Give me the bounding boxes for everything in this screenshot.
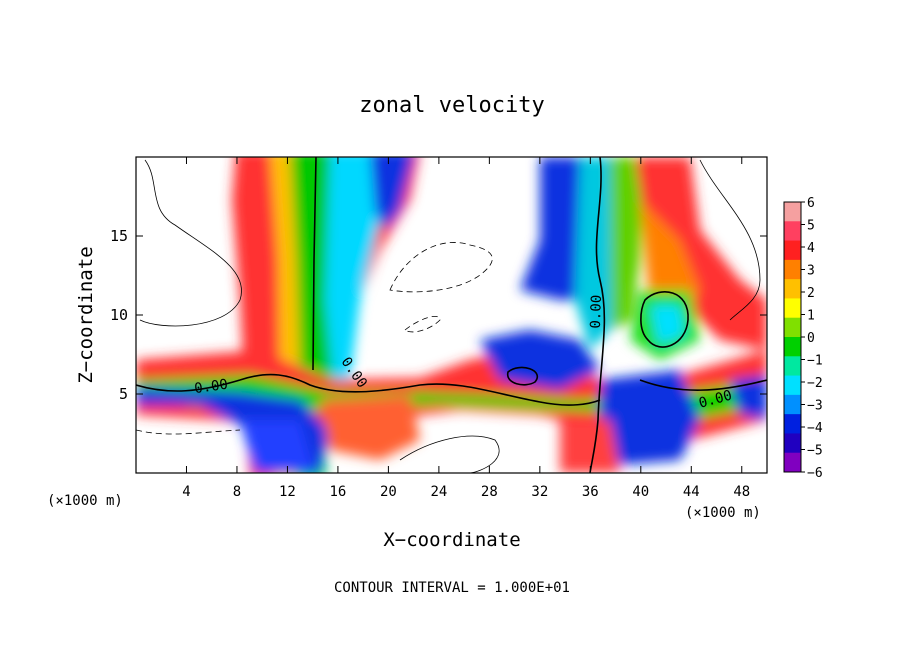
y-axis-label: Z−coordinate — [75, 246, 97, 383]
x-tick-label: 48 — [733, 484, 750, 500]
contour-label: 0.00 — [588, 295, 605, 329]
colorbar-label: 0 — [807, 331, 815, 346]
thin-contour-right-edge — [699, 159, 761, 321]
x-unit-right: (×1000 m) — [685, 505, 761, 521]
field-right-column-red — [635, 157, 767, 350]
x-tick-label: 40 — [632, 484, 649, 500]
zero-contour-right-blob — [640, 291, 689, 348]
x-unit-left: (×1000 m) — [47, 493, 123, 509]
x-tick-label: 16 — [329, 484, 346, 500]
y-tick-label: 10 — [110, 306, 128, 324]
field-vertical-column-left-blue — [370, 157, 414, 230]
field-red-patch-lower — [320, 395, 420, 460]
field-middle-blue-tongue — [480, 330, 600, 390]
zero-contour-left-band — [136, 373, 601, 406]
colorbar-label: −1 — [807, 354, 823, 369]
colorbar-swatch — [784, 317, 801, 338]
chart-title: zonal velocity — [359, 93, 544, 118]
field-right-column-green — [610, 157, 645, 330]
contour-label: 0.00 — [193, 377, 229, 398]
colorbar-label: −3 — [807, 399, 823, 414]
colorbar-label: −4 — [807, 421, 823, 436]
colorbar-swatch — [784, 298, 801, 319]
colorbar-swatch — [784, 202, 801, 222]
colorbar-swatch — [784, 394, 801, 415]
contour-lines — [136, 157, 767, 473]
x-axis: 4 8 12 16 20 24 28 32 36 40 44 48 — [182, 157, 750, 500]
dashed-contour-lower-left — [136, 429, 241, 435]
colorbar-swatch — [784, 259, 801, 280]
y-axis: 5 10 15 — [110, 227, 767, 403]
x-tick-label: 44 — [683, 484, 700, 500]
field-vertical-column-left-cyan — [325, 157, 394, 400]
field-red-right-low — [560, 420, 620, 473]
dashed-contour-small — [404, 316, 441, 333]
colorbar-swatch — [784, 375, 801, 396]
dashed-contour-middle — [389, 242, 493, 293]
y-tick-label: 15 — [110, 227, 128, 245]
x-tick-label: 24 — [430, 484, 447, 500]
colorbar-label: 6 — [807, 196, 815, 211]
colorbar-swatch — [784, 433, 801, 454]
colorbar: 6 5 4 3 2 1 0 −1 −2 −3 −4 −5 −6 — [783, 196, 823, 481]
colorbar-swatch — [784, 337, 801, 357]
x-tick-label: 20 — [380, 484, 397, 500]
thin-contour-upper-left — [139, 159, 242, 327]
zero-contour-vertical — [312, 157, 317, 371]
contour-interval-footer: CONTOUR INTERVAL = 1.000E+01 — [334, 580, 570, 596]
colorbar-label: 1 — [807, 309, 815, 324]
colorbar-label: 5 — [807, 219, 815, 234]
zero-contour-right-column — [589, 157, 606, 473]
thin-contour-lower-middle — [399, 435, 500, 473]
zero-contour-small-loop — [507, 366, 538, 386]
x-tick-label: 4 — [182, 484, 190, 500]
colorbar-label: 4 — [807, 241, 815, 256]
zero-contour-right-band — [639, 379, 767, 391]
field-lower-left-blue — [240, 420, 315, 473]
field-right-lower-blue — [600, 370, 700, 465]
colorbar-label: 2 — [807, 286, 815, 301]
y-tick-label: 5 — [119, 385, 128, 403]
x-tick-label: 32 — [531, 484, 548, 500]
colorbar-label: 3 — [807, 264, 815, 279]
x-tick-label: 28 — [481, 484, 498, 500]
colorbar-label: −6 — [807, 466, 823, 481]
colorbar-swatch — [784, 279, 801, 299]
colorbar-label: −2 — [807, 376, 823, 391]
colorbar-swatch — [784, 452, 801, 473]
colorbar-label: −5 — [807, 444, 823, 459]
colorbar-swatch — [784, 240, 801, 261]
x-tick-label: 12 — [279, 484, 296, 500]
x-tick-label: 8 — [233, 484, 241, 500]
colorbar-swatch — [784, 414, 801, 434]
x-tick-label: 36 — [582, 484, 599, 500]
colorbar-swatch — [784, 356, 801, 377]
x-axis-label: X−coordinate — [383, 529, 520, 551]
plot-area — [136, 157, 767, 473]
colorbar-swatch — [784, 221, 801, 242]
field-right-cyan-core — [650, 305, 685, 345]
